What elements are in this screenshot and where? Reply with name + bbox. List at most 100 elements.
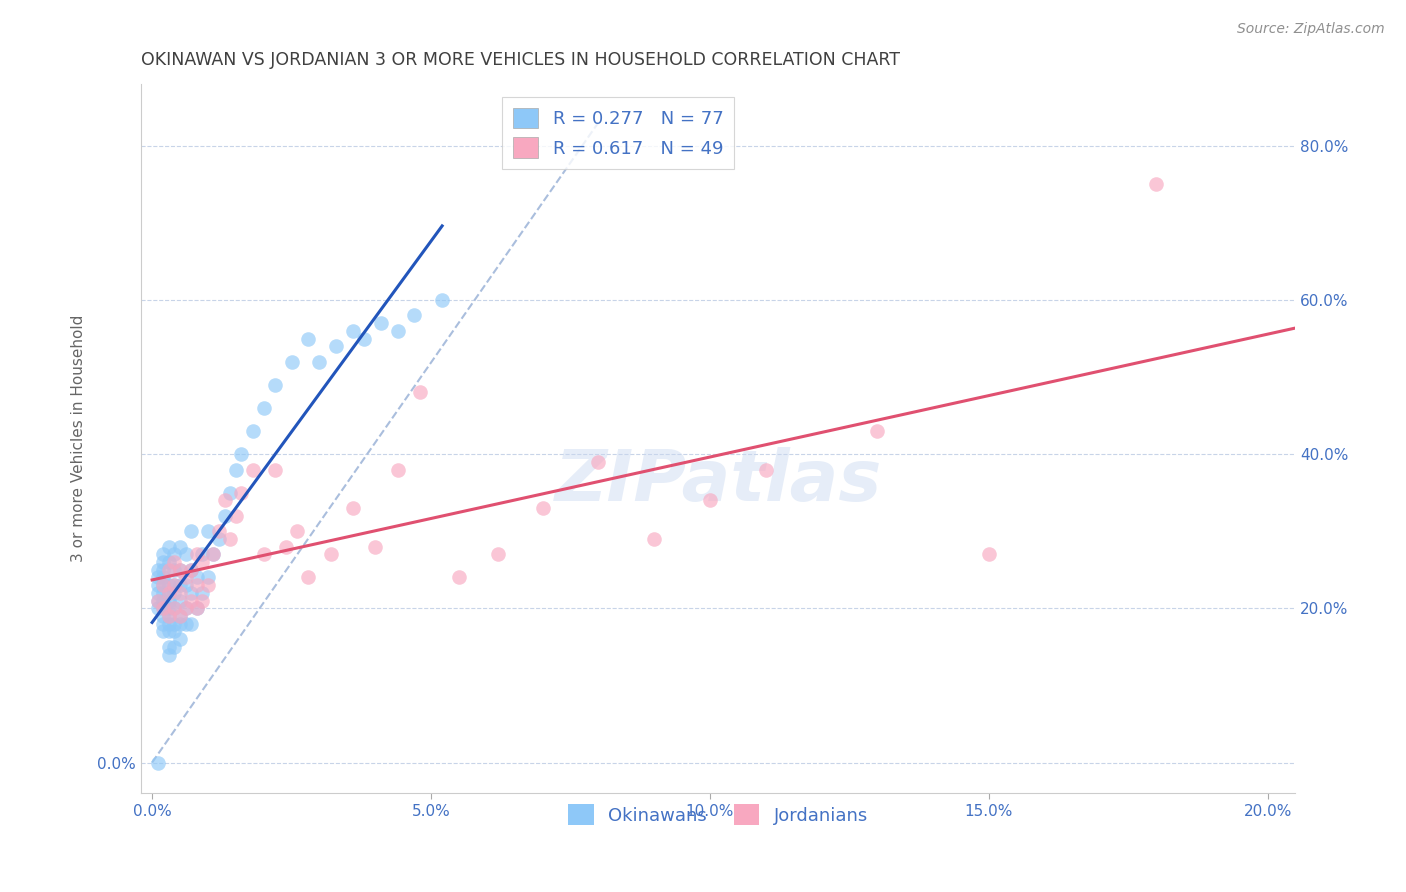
Point [146,563,169,577]
Point [157,593,180,607]
Point [157,616,180,631]
Point [169,609,191,624]
Point [186,601,208,615]
Point [146,601,169,615]
Point [180,563,202,577]
Point [531,501,554,516]
Point [152,555,174,569]
Point [353,332,375,346]
Point [169,616,191,631]
Point [163,547,186,561]
Point [152,563,174,577]
Point [387,462,409,476]
Point [319,547,342,561]
Point [157,609,180,624]
Point [163,640,186,654]
Point [191,555,214,569]
Point [231,485,253,500]
Point [174,601,197,615]
Point [152,570,174,584]
Point [180,524,202,539]
Point [157,578,180,592]
Point [157,601,180,615]
Point [152,578,174,592]
Point [214,508,236,523]
Point [174,616,197,631]
Point [169,586,191,600]
Point [180,616,202,631]
Point [163,578,186,592]
Point [191,586,214,600]
Point [169,609,191,624]
Point [263,462,285,476]
Point [152,609,174,624]
Point [219,485,242,500]
Point [197,570,219,584]
Point [342,324,364,338]
Point [643,532,665,546]
Point [146,578,169,592]
Point [191,547,214,561]
Point [208,532,231,546]
Point [219,532,242,546]
Point [202,547,225,561]
Point [157,640,180,654]
Point [325,339,347,353]
Point [263,377,285,392]
Text: ZIPatlas: ZIPatlas [554,447,882,516]
Point [157,563,180,577]
Point [370,316,392,330]
Point [157,586,180,600]
Point [755,462,778,476]
Point [180,563,202,577]
Point [430,293,453,307]
Point [169,578,191,592]
Point [174,547,197,561]
Point [699,493,721,508]
Point [180,593,202,607]
Point [297,332,319,346]
Point [169,563,191,577]
Point [146,756,169,770]
Point [977,547,1000,561]
Point [157,586,180,600]
Point [169,563,191,577]
Point [146,593,169,607]
Point [174,570,197,584]
Point [163,616,186,631]
Point [169,593,191,607]
Point [208,524,231,539]
Point [387,324,409,338]
Point [274,540,297,554]
Point [163,555,186,569]
Point [866,424,889,438]
Point [297,570,319,584]
Point [231,447,253,461]
Point [163,586,186,600]
Point [146,570,169,584]
Point [169,540,191,554]
Point [152,547,174,561]
Point [157,609,180,624]
Point [163,601,186,615]
Point [152,616,174,631]
Point [152,586,174,600]
Point [186,601,208,615]
Point [225,462,247,476]
Point [285,524,308,539]
Point [174,601,197,615]
Point [169,632,191,647]
Point [157,540,180,554]
Point [225,508,247,523]
Point [152,624,174,639]
Point [486,547,509,561]
Point [152,593,174,607]
Point [308,354,330,368]
Point [242,462,264,476]
Point [447,570,470,584]
Point [409,385,432,400]
Point [253,547,276,561]
Point [191,593,214,607]
Point [197,578,219,592]
Text: Source: ZipAtlas.com: Source: ZipAtlas.com [1237,22,1385,37]
